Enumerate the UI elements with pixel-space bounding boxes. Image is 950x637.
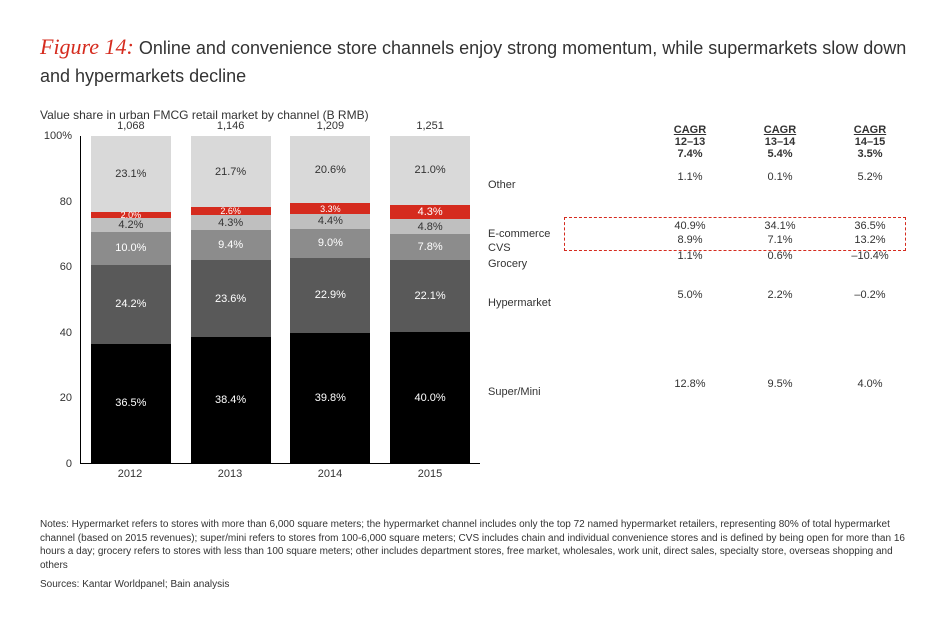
y-tick: 40 xyxy=(60,327,72,339)
bar-segment-ecommerce: 2.6% xyxy=(191,207,271,216)
x-axis-labels: 2012 2013 2014 2015 xyxy=(80,464,480,484)
cagr-header: CAGR13–145.4% xyxy=(750,124,810,160)
figure-label: Figure 14: xyxy=(40,34,134,59)
bar-total: 1,209 xyxy=(290,120,370,132)
sources: Sources: Kantar Worldpanel; Bain analysi… xyxy=(40,578,910,592)
legend-label-other: Other xyxy=(488,179,516,191)
cagr-cell: 0.1% xyxy=(750,171,810,183)
cagr-table: CAGR12–137.4%CAGR13–145.4%CAGR14–153.5% … xyxy=(570,124,910,488)
bar-segment-super_mini: 38.4% xyxy=(191,337,271,463)
cagr-row-hypermarket: 5.0% 2.2% –0.2% xyxy=(660,289,900,301)
cagr-cell: –0.2% xyxy=(840,289,900,301)
cagr-cell: 0.6% xyxy=(750,250,810,262)
legend-label-grocery: Grocery xyxy=(488,258,527,270)
bars: 36.5%24.2%10.0%4.2%2.0%23.1%1,06838.4%23… xyxy=(81,136,480,463)
y-axis: 020406080100% xyxy=(40,136,76,464)
figure-title-text: Online and convenience store channels en… xyxy=(40,38,906,86)
cagr-cell: 5.0% xyxy=(660,289,720,301)
cagr-cell: 1.1% xyxy=(660,171,720,183)
bar-segment-super_mini: 36.5% xyxy=(91,344,171,463)
cagr-body: 1.1%0.1%5.2%40.9%34.1%36.5%8.9%7.1%13.2%… xyxy=(570,160,910,488)
y-tick: 60 xyxy=(60,261,72,273)
cagr-cell: 5.2% xyxy=(840,171,900,183)
bar-segment-cvs: 4.8% xyxy=(390,219,470,235)
bar-segment-super_mini: 40.0% xyxy=(390,332,470,463)
y-tick: 100% xyxy=(44,130,72,142)
bar-segment-other: 21.7% xyxy=(191,136,271,207)
cagr-cell: 12.8% xyxy=(660,378,720,390)
bar-column: 40.0%22.1%7.8%4.8%4.3%21.0%1,251 xyxy=(390,136,470,463)
cagr-header: CAGR12–137.4% xyxy=(660,124,720,160)
cagr-row-grocery: 1.1% 0.6% –10.4% xyxy=(660,250,900,262)
bar-column: 36.5%24.2%10.0%4.2%2.0%23.1%1,068 xyxy=(91,136,171,463)
cagr-headers: CAGR12–137.4% CAGR13–145.4% CAGR14–153.5% xyxy=(570,124,910,160)
x-label: 2015 xyxy=(418,468,442,480)
plot-area: 36.5%24.2%10.0%4.2%2.0%23.1%1,06838.4%23… xyxy=(80,136,480,464)
cagr-cell: 9.5% xyxy=(750,378,810,390)
bar-segment-hypermarket: 22.1% xyxy=(390,260,470,332)
cagr-row-super_mini: 12.8% 9.5% 4.0% xyxy=(660,378,900,390)
bar-column: 38.4%23.6%9.4%4.3%2.6%21.7%1,146 xyxy=(191,136,271,463)
bar-segment-grocery: 7.8% xyxy=(390,234,470,260)
bar-segment-ecommerce: 3.3% xyxy=(290,203,370,214)
y-tick: 0 xyxy=(66,458,72,470)
y-tick: 80 xyxy=(60,196,72,208)
cagr-header: CAGR14–153.5% xyxy=(840,124,900,160)
legend-label-cvs: CVS xyxy=(488,242,511,254)
cagr-cell: –10.4% xyxy=(840,250,900,262)
bar-segment-ecommerce: 4.3% xyxy=(390,205,470,219)
x-label: 2012 xyxy=(118,468,142,480)
bar-segment-hypermarket: 23.6% xyxy=(191,260,271,337)
figure-title: Figure 14: Online and convenience store … xyxy=(40,30,910,90)
cagr-cell: 4.0% xyxy=(840,378,900,390)
legend: Other E-commerce CVS Grocery Hypermarket Supe… xyxy=(480,124,570,512)
notes: Notes: Hypermarket refers to stores with… xyxy=(40,518,910,572)
bar-total: 1,146 xyxy=(191,120,271,132)
legend-label-hypermarket: Hypermarket xyxy=(488,297,551,309)
x-label: 2013 xyxy=(218,468,242,480)
bar-segment-cvs: 4.2% xyxy=(91,218,171,232)
x-label: 2014 xyxy=(318,468,342,480)
bar-column: 39.8%22.9%9.0%4.4%3.3%20.6%1,209 xyxy=(290,136,370,463)
bar-segment-cvs: 4.3% xyxy=(191,215,271,229)
bar-segment-other: 23.1% xyxy=(91,136,171,212)
bar-segment-other: 21.0% xyxy=(390,136,470,205)
bar-segment-cvs: 4.4% xyxy=(290,214,370,228)
bar-total: 1,251 xyxy=(390,120,470,132)
bar-segment-other: 20.6% xyxy=(290,136,370,203)
cagr-cell: 1.1% xyxy=(660,250,720,262)
legend-label-super_mini: Super/Mini xyxy=(488,386,541,398)
cagr-row-other: 1.1% 0.1% 5.2% xyxy=(660,171,900,183)
chart-container: 0 20 40 60 80 100% 36.5%24.2%10.0%4.2%2.0%23.… xyxy=(40,124,910,512)
bar-segment-super_mini: 39.8% xyxy=(290,333,370,463)
legend-label-ecommerce: E-commerce xyxy=(488,228,550,240)
bar-segment-hypermarket: 24.2% xyxy=(91,265,171,344)
bar-segment-grocery: 9.4% xyxy=(191,230,271,261)
bar-segment-grocery: 9.0% xyxy=(290,229,370,258)
cagr-cell: 2.2% xyxy=(750,289,810,301)
bar-segment-grocery: 10.0% xyxy=(91,232,171,265)
stacked-bar-chart: 0 20 40 60 80 100% 36.5%24.2%10.0%4.2%2.0%23.… xyxy=(40,124,480,484)
bar-segment-hypermarket: 22.9% xyxy=(290,258,370,333)
cagr-highlight-box xyxy=(564,217,906,250)
bar-total: 1,068 xyxy=(91,120,171,132)
y-tick: 20 xyxy=(60,392,72,404)
